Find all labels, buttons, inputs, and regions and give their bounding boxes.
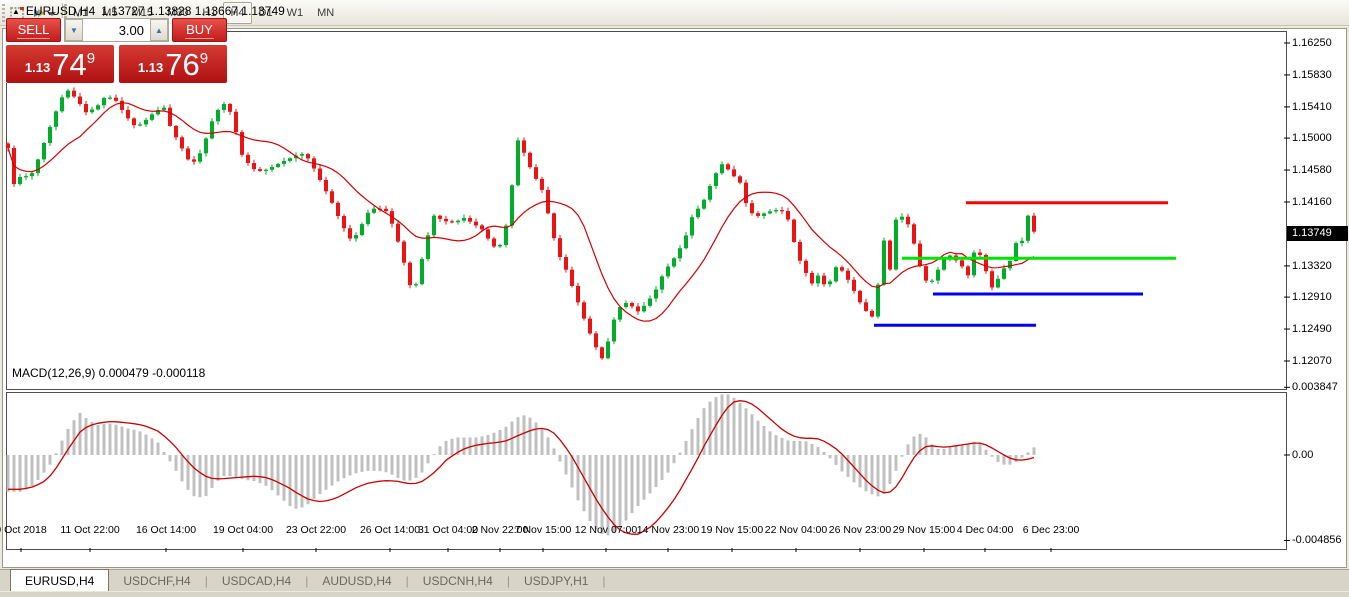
time-axis-label: 29 Nov 15:00	[892, 524, 956, 536]
price-axis-label: 1.15830	[1292, 68, 1332, 81]
volume-decrease-button[interactable]: ▼	[65, 19, 83, 41]
sell-price-display[interactable]: 1.13 74 9	[6, 45, 114, 83]
price-axis-label: 1.16250	[1292, 37, 1332, 49]
tab-divider: |	[305, 573, 309, 588]
timeframe-button-group: M1 M5 M15 M30 H1 H4 D1 W1 MN	[66, 2, 341, 24]
trade-controls-row: SELL ▼ ▲ BUY	[6, 18, 227, 42]
time-axis-label: 12 Nov 07:00	[574, 524, 638, 536]
chart-title: ▲ EURUSD,H4 1.13727 1.13828 1.13667 1.13…	[12, 4, 285, 18]
time-axis-label: 19 Oct 04:00	[212, 524, 274, 536]
price-axis-label: 1.12910	[1292, 291, 1332, 304]
price-axis-label: 1.12070	[1292, 355, 1332, 367]
time-axis-label: 22 Nov 04:00	[764, 524, 828, 536]
one-click-trading-panel: SELL ▼ ▲ BUY 1.13 74 9 1.13 76 9	[6, 18, 227, 83]
tab-divider: |	[506, 573, 510, 588]
time-axis-label: 16 Oct 14:00	[135, 524, 197, 536]
arrange-charts-icon[interactable]	[29, 3, 59, 23]
time-axis-label: 11 Oct 22:00	[60, 524, 120, 536]
time-axis-label: 14 Nov 23:00	[636, 524, 700, 536]
sell-price-pips: 74	[52, 47, 87, 82]
macd-axis-label: 0.00	[1292, 449, 1314, 461]
chart-tab-usdcad-h4[interactable]: USDCAD,H4	[221, 573, 292, 588]
volume-stepper: ▼ ▲	[64, 18, 169, 42]
chart-tab-usdcnh-h4[interactable]: USDCNH,H4	[422, 573, 493, 588]
timeframe-button-m5[interactable]: M5	[102, 7, 118, 19]
sell-price-prefix: 1.13	[24, 60, 51, 75]
buy-price-pips: 76	[165, 47, 200, 82]
macd-axis-label: -0.004856	[1292, 534, 1342, 547]
price-axis-label: 1.12490	[1292, 323, 1332, 336]
timeframe-grip[interactable]	[64, 4, 67, 22]
timeframe-button-m15[interactable]: M15	[131, 7, 153, 19]
buy-button[interactable]: BUY	[172, 18, 227, 42]
chart-tab-audusd-h4[interactable]: AUDUSD,H4	[322, 573, 392, 588]
chart-symbol-label: EURUSD,H4	[25, 4, 96, 18]
chart-area[interactable]	[2, 28, 1347, 568]
current-price-tag: 1.13749	[1287, 226, 1348, 242]
toolbar-separator	[62, 3, 63, 23]
price-axis-label: 1.15410	[1292, 100, 1332, 113]
time-axis-label: 6 Dec 23:00	[1022, 524, 1080, 536]
time-axis-label: 19 Nov 15:00	[700, 524, 764, 536]
time-axis-label: 31 Oct 04:00	[417, 524, 479, 536]
time-axis-label: 26 Oct 14:00	[359, 524, 421, 536]
timeframe-button-m1[interactable]: M1	[73, 7, 89, 19]
timeframe-button-d1[interactable]: D1	[258, 7, 273, 19]
window-bottom-edge	[0, 591, 1349, 597]
time-axis-label: 26 Nov 23:00	[828, 524, 892, 536]
toolbar-grip[interactable]	[2, 4, 5, 22]
tab-divider: |	[602, 573, 606, 588]
buy-price-display[interactable]: 1.13 76 9	[119, 45, 227, 83]
collapse-panel-icon[interactable]: ▲	[12, 6, 20, 16]
timeframe-button-m30[interactable]: M30	[166, 7, 189, 19]
chart-tab-bar: EURUSD,H4 USDCHF,H4 | USDCAD,H4 | AUDUSD,H4 | U…	[0, 569, 1349, 591]
time-axis-label: 7 Nov 15:00	[514, 524, 572, 536]
timeframe-button-w1[interactable]: W1	[286, 7, 304, 19]
time-axis-label: 4 Dec 04:00	[956, 524, 1014, 536]
volume-increase-button[interactable]: ▲	[150, 19, 168, 41]
buy-price-point: 9	[199, 50, 209, 67]
price-axis-label: 1.14580	[1292, 164, 1332, 177]
price-axis-label: 1.14160	[1292, 196, 1332, 208]
price-axis-label: 1.15000	[1292, 132, 1332, 145]
sell-button[interactable]: SELL	[6, 18, 61, 42]
tab-divider: |	[405, 573, 409, 588]
chart-tab-usdjpy-h1[interactable]: USDJPY,H1	[523, 573, 589, 588]
time-axis-label: 2 Nov 22:00	[471, 524, 529, 536]
time-axis-label: 23 Oct 22:00	[285, 524, 347, 536]
timeframe-button-h1[interactable]: H1	[202, 7, 217, 19]
tab-divider: |	[204, 573, 208, 588]
buy-price-prefix: 1.13	[137, 60, 164, 75]
macd-axis-label: 0.003847	[1292, 381, 1338, 394]
price-pane[interactable]	[6, 31, 1287, 390]
sell-price-point: 9	[86, 50, 96, 67]
timeframe-button-h4[interactable]: H4	[223, 2, 252, 24]
dropdown-caret-icon	[48, 11, 56, 16]
timeframe-button-mn[interactable]: MN	[317, 7, 335, 19]
chart-tab-usdchf-h4[interactable]: USDCHF,H4	[123, 573, 191, 588]
macd-indicator-label: MACD(12,26,9) 0.000479 -0.000118	[12, 366, 206, 380]
volume-input[interactable]	[83, 19, 150, 41]
chart-ohlc-values: 1.13727 1.13828 1.13667 1.13749	[101, 4, 285, 18]
price-axis-label: 1.13320	[1292, 259, 1332, 272]
time-axis-label: 9 Oct 2018	[0, 524, 47, 536]
chart-tab-eurusd-h4[interactable]: EURUSD,H4	[10, 569, 110, 591]
